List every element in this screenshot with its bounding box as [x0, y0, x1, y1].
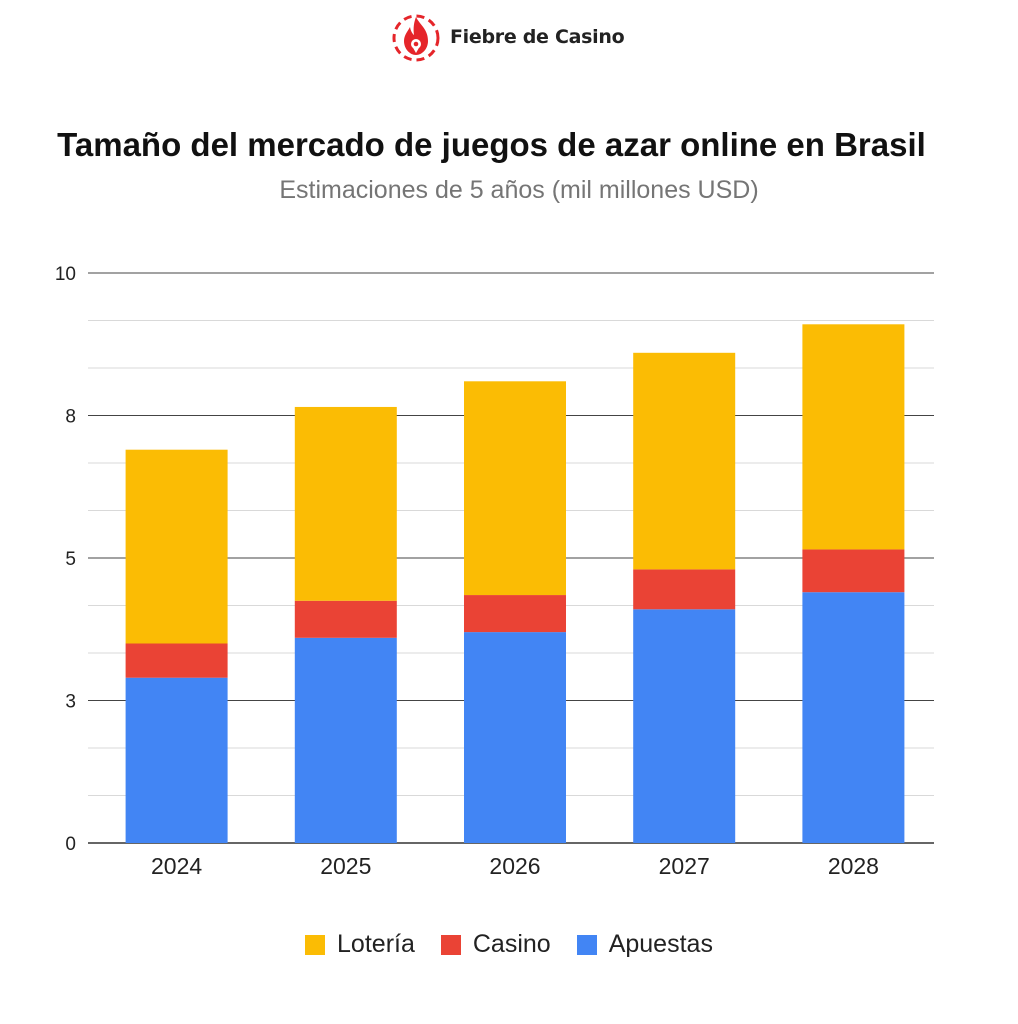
flame-logo-icon	[392, 14, 440, 62]
x-tick-label: 2028	[828, 853, 879, 879]
bar-segment-apuestas	[294, 637, 397, 843]
bar-segment-lotería	[125, 449, 228, 644]
bar-segment-casino	[633, 569, 736, 610]
bar-segment-lotería	[633, 352, 736, 570]
bar-segment-casino	[294, 600, 397, 638]
chart-legend: Lotería Casino Apuestas	[0, 930, 1018, 959]
x-tick-label: 2027	[659, 853, 710, 879]
bar-segment-apuestas	[464, 632, 566, 843]
bar-segment-lotería	[464, 381, 566, 596]
bar-segment-lotería	[294, 406, 397, 601]
x-tick-label: 2024	[151, 853, 202, 879]
legend-swatch	[305, 934, 326, 955]
x-tick-label: 2026	[489, 853, 540, 879]
legend-swatch	[576, 934, 597, 955]
bar-segment-casino	[125, 643, 228, 678]
legend-item: Lotería	[305, 930, 415, 959]
legend-item: Apuestas	[576, 930, 713, 959]
y-tick-label: 8	[65, 407, 76, 428]
bar-segment-casino	[464, 595, 566, 633]
bar-segment-apuestas	[802, 592, 905, 843]
y-tick-label: 3	[65, 692, 76, 713]
y-tick-label: 10	[55, 264, 76, 285]
legend-label: Lotería	[337, 930, 415, 958]
legend-label: Casino	[472, 930, 551, 958]
x-tick-label: 2025	[320, 853, 371, 879]
brand: Fiebre de Casino	[390, 10, 625, 64]
legend-label: Apuestas	[608, 930, 713, 958]
legend-swatch	[440, 934, 461, 955]
legend-item: Casino	[440, 930, 551, 959]
bar-segment-casino	[802, 549, 905, 593]
y-tick-label: 5	[65, 549, 76, 570]
y-tick-label: 0	[65, 834, 76, 855]
bar-segment-apuestas	[633, 609, 736, 843]
bar-segment-lotería	[802, 324, 905, 550]
bar-segment-apuestas	[125, 677, 228, 843]
chart-title: Tamaño del mercado de juegos de azar onl…	[57, 126, 926, 163]
chart-subtitle: Estimaciones de 5 años (mil millones USD…	[279, 176, 759, 204]
brand-name: Fiebre de Casino	[450, 26, 625, 48]
